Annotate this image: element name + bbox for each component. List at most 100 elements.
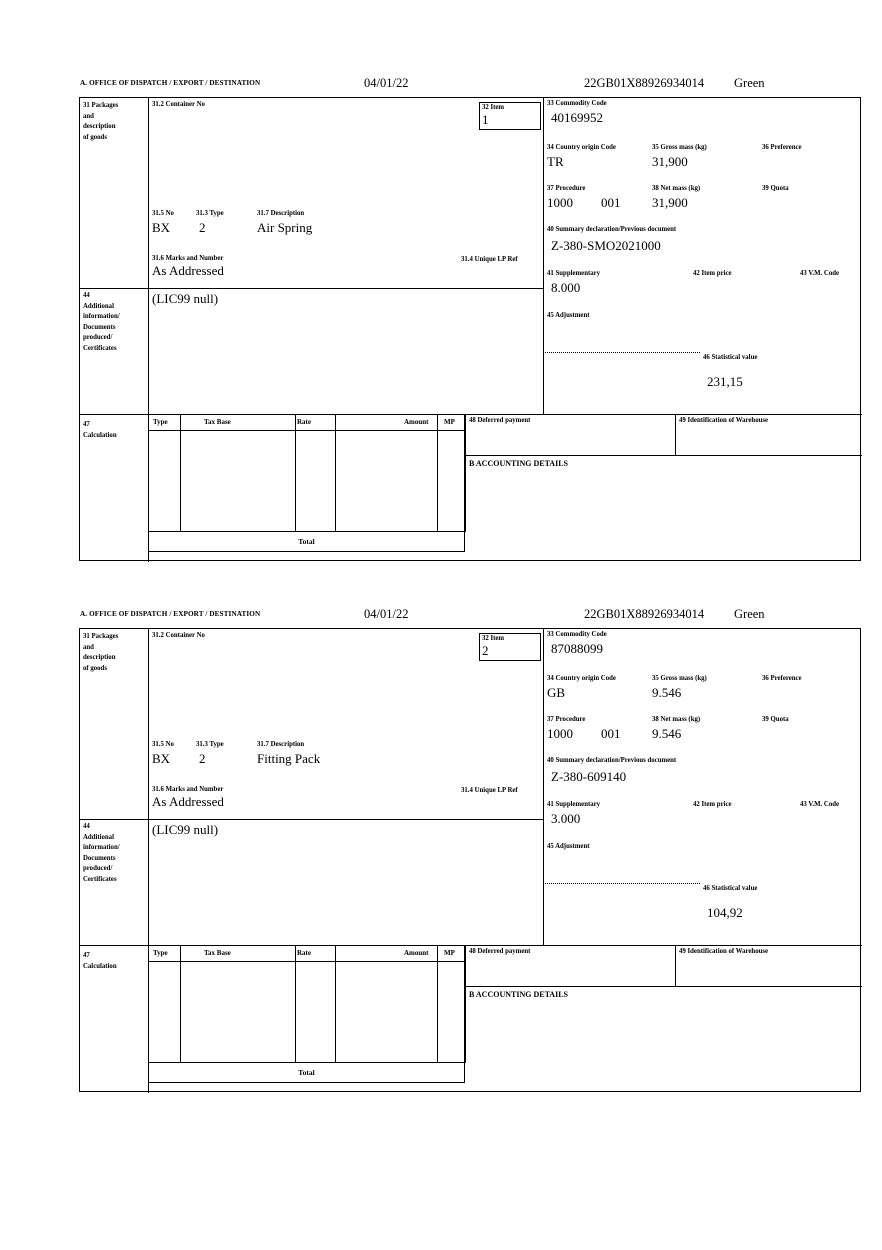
calculation-divider-rate xyxy=(335,946,337,1062)
column-header-amount: Amount xyxy=(404,949,429,957)
column-header-amount: Amount xyxy=(404,418,429,426)
block-header: A. OFFICE OF DISPATCH / EXPORT / DESTINA… xyxy=(79,607,861,627)
value-procedure-2: 001 xyxy=(601,726,621,741)
divider-left-column xyxy=(148,98,150,562)
label-warehouse-identification: 49 Identification of Warehouse xyxy=(679,417,769,424)
label-summary-declaration: 40 Summary declaration/Previous document xyxy=(547,226,677,233)
calculation-header-underline xyxy=(149,430,466,432)
calculation-header-underline xyxy=(149,961,466,963)
goods-description-area: 31.2 Container No 31.5 No 31.3 Type 31.7… xyxy=(148,98,543,288)
label-marks-number: 31.6 Marks and Number xyxy=(152,786,224,793)
value-procedure-1: 1000 xyxy=(547,726,573,741)
value-marks-number: As Addressed xyxy=(152,794,224,809)
box-46-statistical-value: 46 Statistical value 104,92 xyxy=(699,883,860,945)
box-36-preference: 36 Preference xyxy=(758,673,860,714)
box-38-net-mass: 38 Net mass (kg) 31,900 xyxy=(648,183,758,224)
divider-48-49 xyxy=(675,414,677,455)
box-43-vm-code: 43 V.M. Code xyxy=(796,268,860,310)
label-item: 32 Item xyxy=(482,635,505,642)
box-35-gross-mass: 35 Gross mass (kg) 31,900 xyxy=(648,142,758,183)
divider-above-calculation xyxy=(80,945,862,947)
mrn-number: 22GB01X88926934014 xyxy=(584,76,705,90)
box-47-calculation-table: Type Tax Base Rate Amount MP Total xyxy=(148,414,466,554)
label-package-description: 31.7 Description xyxy=(257,741,305,748)
calculation-total-row: Total xyxy=(148,1063,465,1083)
label-procedure: 37 Procedure xyxy=(547,185,586,192)
calculation-divider-amount xyxy=(437,415,439,531)
calculation-divider-tax-base xyxy=(295,946,297,1062)
label-adjustment: 45 Adjustment xyxy=(547,312,590,319)
goods-description-area: 31.2 Container No 31.5 No 31.3 Type 31.7… xyxy=(148,629,543,819)
label-package-no: 31.5 No xyxy=(152,741,174,748)
label-vm-code: 43 V.M. Code xyxy=(800,270,840,277)
value-marks-number: As Addressed xyxy=(152,263,224,278)
value-package-type: 2 xyxy=(199,751,206,766)
box-33-commodity-code: 33 Commodity Code 40169952 xyxy=(543,98,860,142)
value-commodity-code: 87088099 xyxy=(551,641,603,656)
label-accounting-details: B ACCOUNTING DETAILS xyxy=(469,459,568,468)
calculation-header-row: Type Tax Base Rate Amount MP xyxy=(149,415,464,430)
box-42-item-price: 42 Item price xyxy=(689,799,796,841)
label-31-packages: 31 Packages and description of goods xyxy=(83,102,119,141)
divider-left-column xyxy=(148,629,150,1093)
box-35-gross-mass: 35 Gross mass (kg) 9.546 xyxy=(648,673,758,714)
dotted-divider-horizontal xyxy=(543,883,700,884)
value-package-type: 2 xyxy=(199,220,206,235)
marks-and-number: 31.6 Marks and Number As Addressed xyxy=(152,255,224,279)
column-header-mp: MP xyxy=(444,418,455,426)
divider-calc-right xyxy=(465,414,467,532)
label-net-mass: 38 Net mass (kg) xyxy=(652,185,701,192)
box-44-additional-information: (LIC99 null) xyxy=(148,288,543,414)
block-header: A. OFFICE OF DISPATCH / EXPORT / DESTINA… xyxy=(79,76,861,96)
value-country-origin-code: GB xyxy=(547,685,566,700)
left-label-column: 31 Packages and description of goods 44 … xyxy=(80,98,148,560)
calculation-header-row: Type Tax Base Rate Amount MP xyxy=(149,946,464,961)
calculation-frame: Type Tax Base Rate Amount MP xyxy=(148,945,466,1063)
calculation-divider-type xyxy=(180,415,182,531)
column-header-mp: MP xyxy=(444,949,455,957)
box-32-item: 32 Item 1 xyxy=(479,102,541,130)
value-package-description: Air Spring xyxy=(257,220,313,235)
declaration-date: 04/01/22 xyxy=(364,607,409,621)
box-38-net-mass: 38 Net mass (kg) 9.546 xyxy=(648,714,758,755)
box-36-preference: 36 Preference xyxy=(758,142,860,183)
office-of-dispatch-label: A. OFFICE OF DISPATCH / EXPORT / DESTINA… xyxy=(80,610,261,618)
label-47-calculation: 47 Calculation xyxy=(83,952,117,970)
label-44-additional-info: 44 Additional information/ Documents pro… xyxy=(83,292,120,352)
divider-calc-right xyxy=(465,945,467,1063)
label-statistical-value: 46 Statistical value xyxy=(703,885,758,892)
value-item-number: 2 xyxy=(482,643,489,658)
value-procedure-1: 1000 xyxy=(547,195,573,210)
routing-lane: Green xyxy=(734,76,765,90)
box-48-deferred-payment: 48 Deferred payment xyxy=(465,414,675,455)
declaration-block-item-2: A. OFFICE OF DISPATCH / EXPORT / DESTINA… xyxy=(79,607,862,1093)
calculation-divider-type xyxy=(180,946,182,1062)
package-labels: 31.5 No 31.3 Type 31.7 Description xyxy=(152,210,532,220)
box-42-item-price: 42 Item price xyxy=(689,268,796,310)
divider-48-49 xyxy=(675,945,677,986)
divider-below-48-49 xyxy=(465,455,862,457)
box-49-warehouse-identification: 49 Identification of Warehouse xyxy=(675,945,860,986)
box-39-quota: 39 Quota xyxy=(758,183,860,224)
label-quota: 39 Quota xyxy=(762,716,789,723)
box-37-procedure: 37 Procedure 1000 001 xyxy=(543,714,648,755)
label-supplementary: 41 Supplementary xyxy=(547,801,601,808)
value-supplementary: 8.000 xyxy=(551,280,581,295)
declaration-frame: 31 Packages and description of goods 44 … xyxy=(79,628,862,1093)
label-44-additional-info: 44 Additional information/ Documents pro… xyxy=(83,823,120,883)
left-label-column: 31 Packages and description of goods 44 … xyxy=(80,629,148,1091)
divider-above-calculation xyxy=(80,414,862,416)
divider-above-box-44 xyxy=(80,288,543,290)
label-package-description: 31.7 Description xyxy=(257,210,305,217)
box-48-deferred-payment: 48 Deferred payment xyxy=(465,945,675,986)
label-commodity-code: 33 Commodity Code xyxy=(547,100,607,107)
label-item-price: 42 Item price xyxy=(693,270,732,277)
box-40-summary-declaration: 40 Summary declaration/Previous document… xyxy=(543,224,860,268)
label-31-packages: 31 Packages and description of goods xyxy=(83,633,119,672)
column-header-type: Type xyxy=(153,418,168,426)
calculation-frame: Type Tax Base Rate Amount MP xyxy=(148,414,466,532)
column-header-tax-base: Tax Base xyxy=(204,418,231,426)
divider-right-column-top xyxy=(543,98,545,414)
office-of-dispatch-label: A. OFFICE OF DISPATCH / EXPORT / DESTINA… xyxy=(80,79,261,87)
